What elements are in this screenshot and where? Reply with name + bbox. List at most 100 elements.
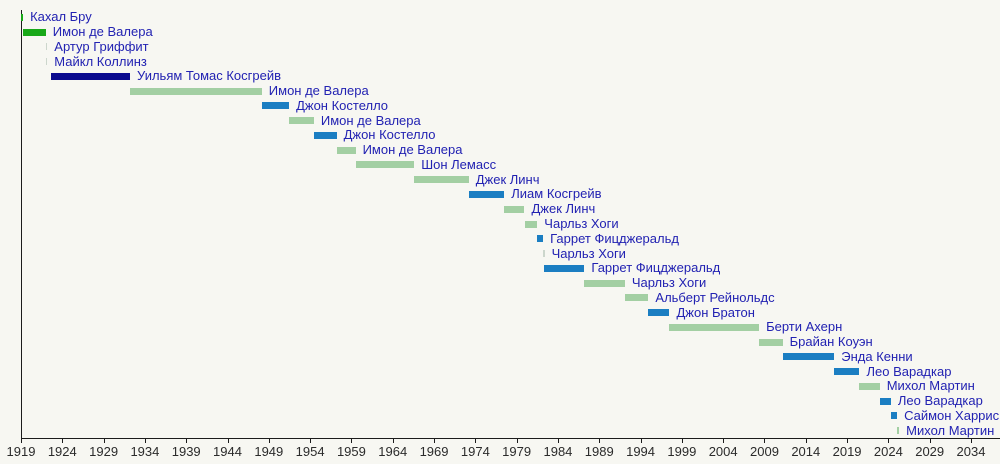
axis-tick-label: 1934: [130, 444, 160, 459]
axis-tick-label: 1994: [626, 444, 656, 459]
term-bar: [504, 205, 525, 213]
term-bar: [23, 28, 46, 36]
axis-tick-label: 1944: [213, 444, 242, 459]
axis-tick-label: 2019: [832, 444, 862, 459]
term-bar: [51, 72, 131, 80]
term-bar: [890, 412, 898, 420]
term-label: Джек Линч: [531, 201, 596, 217]
term-label: Джон Костелло: [296, 97, 389, 113]
axis-tick-label: 2029: [915, 444, 945, 459]
term-bar: [648, 309, 670, 317]
term-label: Михол Мартин: [886, 378, 975, 394]
term-label: Гаррет Фицджеральд: [591, 260, 721, 276]
term-label: Джек Линч: [475, 171, 540, 187]
term-label: Майкл Коллинз: [54, 53, 147, 69]
axis-tick: [805, 438, 807, 443]
term-label: Чарльз Хоги: [544, 216, 619, 231]
term-bar: [859, 382, 880, 390]
term-label: Имон де Валера: [362, 142, 463, 158]
axis-tick: [929, 438, 931, 443]
axis-tick-label: 1939: [171, 444, 201, 459]
term-label: Саймон Харрис: [904, 407, 1000, 423]
axis-tick-label: 1949: [254, 444, 284, 459]
term-bar: [261, 102, 290, 110]
axis-tick: [144, 438, 146, 443]
term-bar: [336, 146, 356, 154]
axis-tick: [21, 438, 22, 443]
term-label: Альберт Рейнольдс: [655, 289, 775, 305]
term-bar: [45, 58, 48, 66]
term-label: Лео Варадкар: [866, 363, 952, 379]
term-bar: [879, 397, 891, 405]
axis-tick-label: 1924: [47, 444, 77, 459]
axis-tick: [186, 438, 188, 443]
term-label: Шон Лемасс: [421, 156, 497, 172]
term-label: Уильям Томас Косгрейв: [137, 68, 282, 84]
term-bar: [21, 13, 24, 21]
axis-tick-label: 1919: [6, 444, 36, 459]
term-label: Джон Братон: [676, 304, 755, 320]
axis-tick: [62, 438, 64, 443]
axis-tick: [103, 438, 105, 443]
term-label: Чарльз Хоги: [551, 245, 626, 261]
term-bar: [584, 279, 625, 287]
term-bar: [624, 294, 649, 302]
term-label: Гаррет Фицджеральд: [550, 230, 679, 246]
axis-tick-label: 2004: [708, 444, 738, 459]
axis-tick: [351, 438, 353, 443]
term-bar: [313, 131, 337, 139]
axis-tick-label: 1954: [295, 444, 325, 459]
term-bar: [544, 264, 585, 272]
term-bar: [669, 323, 760, 331]
term-bar: [468, 190, 505, 198]
axis-tick-label: 1964: [378, 444, 408, 459]
axis-tick: [723, 438, 725, 443]
term-label: Кахал Бру: [30, 9, 92, 25]
axis-tick-label: 1969: [419, 444, 449, 459]
term-label: Энда Кенни: [841, 348, 913, 364]
term-label: Михол Мартин: [906, 422, 995, 438]
axis-tick-label: 2009: [750, 444, 779, 459]
term-label: Брайан Коуэн: [789, 334, 873, 350]
x-axis-line: [21, 438, 1000, 439]
axis-tick: [557, 438, 559, 443]
axis-tick-label: 1959: [336, 444, 366, 459]
term-label: Чарльз Хоги: [631, 275, 707, 291]
term-label: Берти Ахерн: [766, 319, 843, 335]
axis-tick-label: 2014: [791, 444, 821, 459]
axis-tick-label: 1974: [460, 444, 490, 459]
term-bar: [130, 87, 262, 95]
term-bar: [782, 353, 835, 361]
axis-tick-label: 2034: [956, 444, 986, 459]
axis-tick: [847, 438, 849, 443]
term-bar: [897, 427, 900, 435]
axis-tick-label: 1979: [502, 444, 532, 459]
axis-tick-label: 1999: [667, 444, 697, 459]
axis-tick: [475, 438, 477, 443]
axis-tick-label: 1989: [584, 444, 614, 459]
term-bar: [414, 176, 469, 184]
axis-tick: [227, 438, 229, 443]
term-label: Имон де Валера: [268, 83, 369, 99]
axis-tick: [640, 438, 642, 443]
axis-tick: [268, 438, 270, 443]
term-label: Имон де Валера: [52, 24, 153, 40]
term-bar: [759, 338, 783, 346]
y-axis-line: [21, 10, 22, 438]
axis-tick-label: 1984: [543, 444, 573, 459]
term-label: Лиам Косгрейв: [511, 186, 602, 202]
axis-tick: [888, 438, 890, 443]
term-bar: [537, 235, 544, 243]
term-bar: [289, 117, 314, 125]
axis-tick: [764, 438, 766, 443]
term-bar: [834, 368, 860, 376]
axis-tick: [516, 438, 518, 443]
axis-tick: [310, 438, 312, 443]
term-label: Имон де Валера: [320, 112, 421, 128]
axis-tick: [392, 438, 394, 443]
term-bar: [543, 250, 545, 258]
axis-tick: [599, 438, 601, 443]
axis-tick-label: 1929: [89, 444, 119, 459]
term-bar: [355, 161, 415, 169]
